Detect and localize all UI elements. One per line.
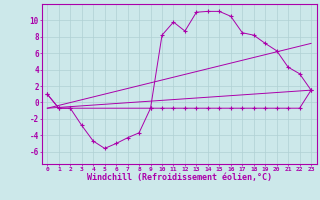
X-axis label: Windchill (Refroidissement éolien,°C): Windchill (Refroidissement éolien,°C) [87, 173, 272, 182]
